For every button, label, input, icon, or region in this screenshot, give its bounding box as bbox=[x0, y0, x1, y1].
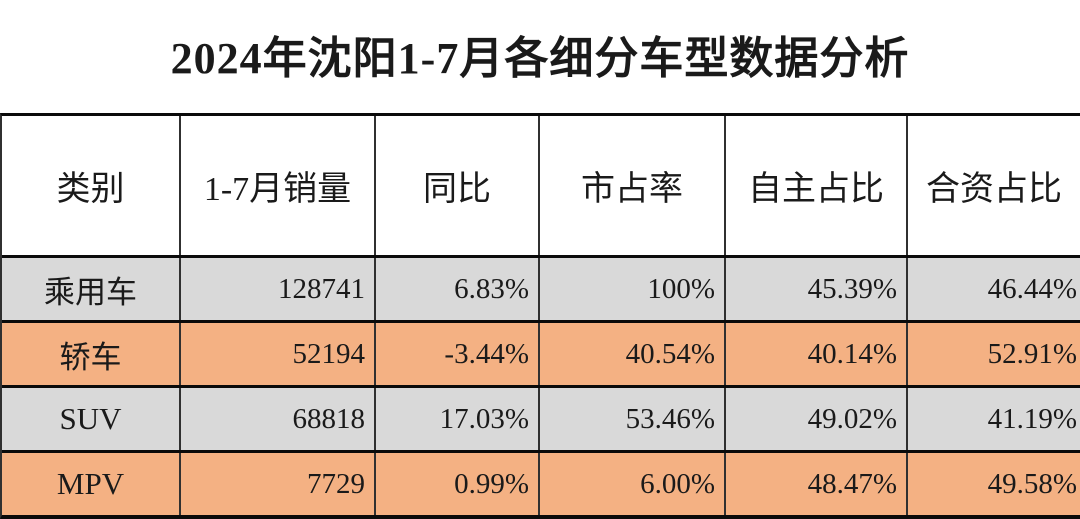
cell-category: SUV bbox=[2, 388, 181, 450]
column-header-sales: 1-7月销量 bbox=[181, 116, 376, 255]
table-row-suv: SUV 68818 17.03% 53.46% 49.02% 41.19% bbox=[2, 385, 1080, 450]
cell-domestic-share: 49.02% bbox=[726, 388, 908, 450]
column-header-domestic-share: 自主占比 bbox=[726, 116, 908, 255]
cell-jv-share: 41.19% bbox=[987, 402, 1077, 435]
cell-domestic-share: 45.39% bbox=[726, 258, 908, 320]
cell-market-share: 40.54% bbox=[540, 323, 726, 385]
cell-sales: 68818 bbox=[181, 388, 376, 450]
title-bar: 2024年沈阳1-7月各细分车型数据分析 bbox=[0, 0, 1080, 113]
cell-yoy: 6.83% bbox=[376, 258, 540, 320]
cell-jv-share: 46.44% bbox=[987, 272, 1077, 305]
cell-market-share: 100% bbox=[540, 258, 726, 320]
cell-sales: 52194 bbox=[181, 323, 376, 385]
cell-jv-share: 49.58% bbox=[987, 467, 1077, 500]
cell-yoy: -3.44% bbox=[376, 323, 540, 385]
cell-sales: 128741 bbox=[181, 258, 376, 320]
cell-market-share: 53.46% bbox=[540, 388, 726, 450]
column-header-market-share: 市占率 bbox=[540, 116, 726, 255]
cell-domestic-share: 48.47% bbox=[726, 453, 908, 515]
column-header-yoy: 同比 bbox=[376, 116, 540, 255]
cell-yoy: 17.03% bbox=[376, 388, 540, 450]
data-table: 类别 1-7月销量 同比 市占率 自主占比 合资占比 乘用车 128741 6.… bbox=[0, 113, 1080, 519]
cell-category: MPV bbox=[2, 453, 181, 515]
table-row-mpv: MPV 7729 0.99% 6.00% 48.47% 49.58% bbox=[2, 450, 1080, 515]
cell-jv-share: 52.91% bbox=[987, 337, 1077, 370]
cell-market-share: 6.00% bbox=[540, 453, 726, 515]
column-header-category: 类别 bbox=[2, 116, 181, 255]
cell-category: 轿车 bbox=[2, 323, 181, 385]
cell-domestic-share: 40.14% bbox=[726, 323, 908, 385]
table-row-sedan: 轿车 52194 -3.44% 40.54% 40.14% 52.91% bbox=[2, 320, 1080, 385]
cell-category: 乘用车 bbox=[2, 258, 181, 320]
column-header-jv-share: 合资占比 bbox=[926, 171, 1062, 208]
table-row-passenger-car: 乘用车 128741 6.83% 100% 45.39% 46.44% bbox=[2, 255, 1080, 320]
page-title: 2024年沈阳1-7月各细分车型数据分析 bbox=[170, 33, 910, 83]
cell-yoy: 0.99% bbox=[376, 453, 540, 515]
table-header-row: 类别 1-7月销量 同比 市占率 自主占比 合资占比 bbox=[2, 116, 1080, 255]
cell-sales: 7729 bbox=[181, 453, 376, 515]
